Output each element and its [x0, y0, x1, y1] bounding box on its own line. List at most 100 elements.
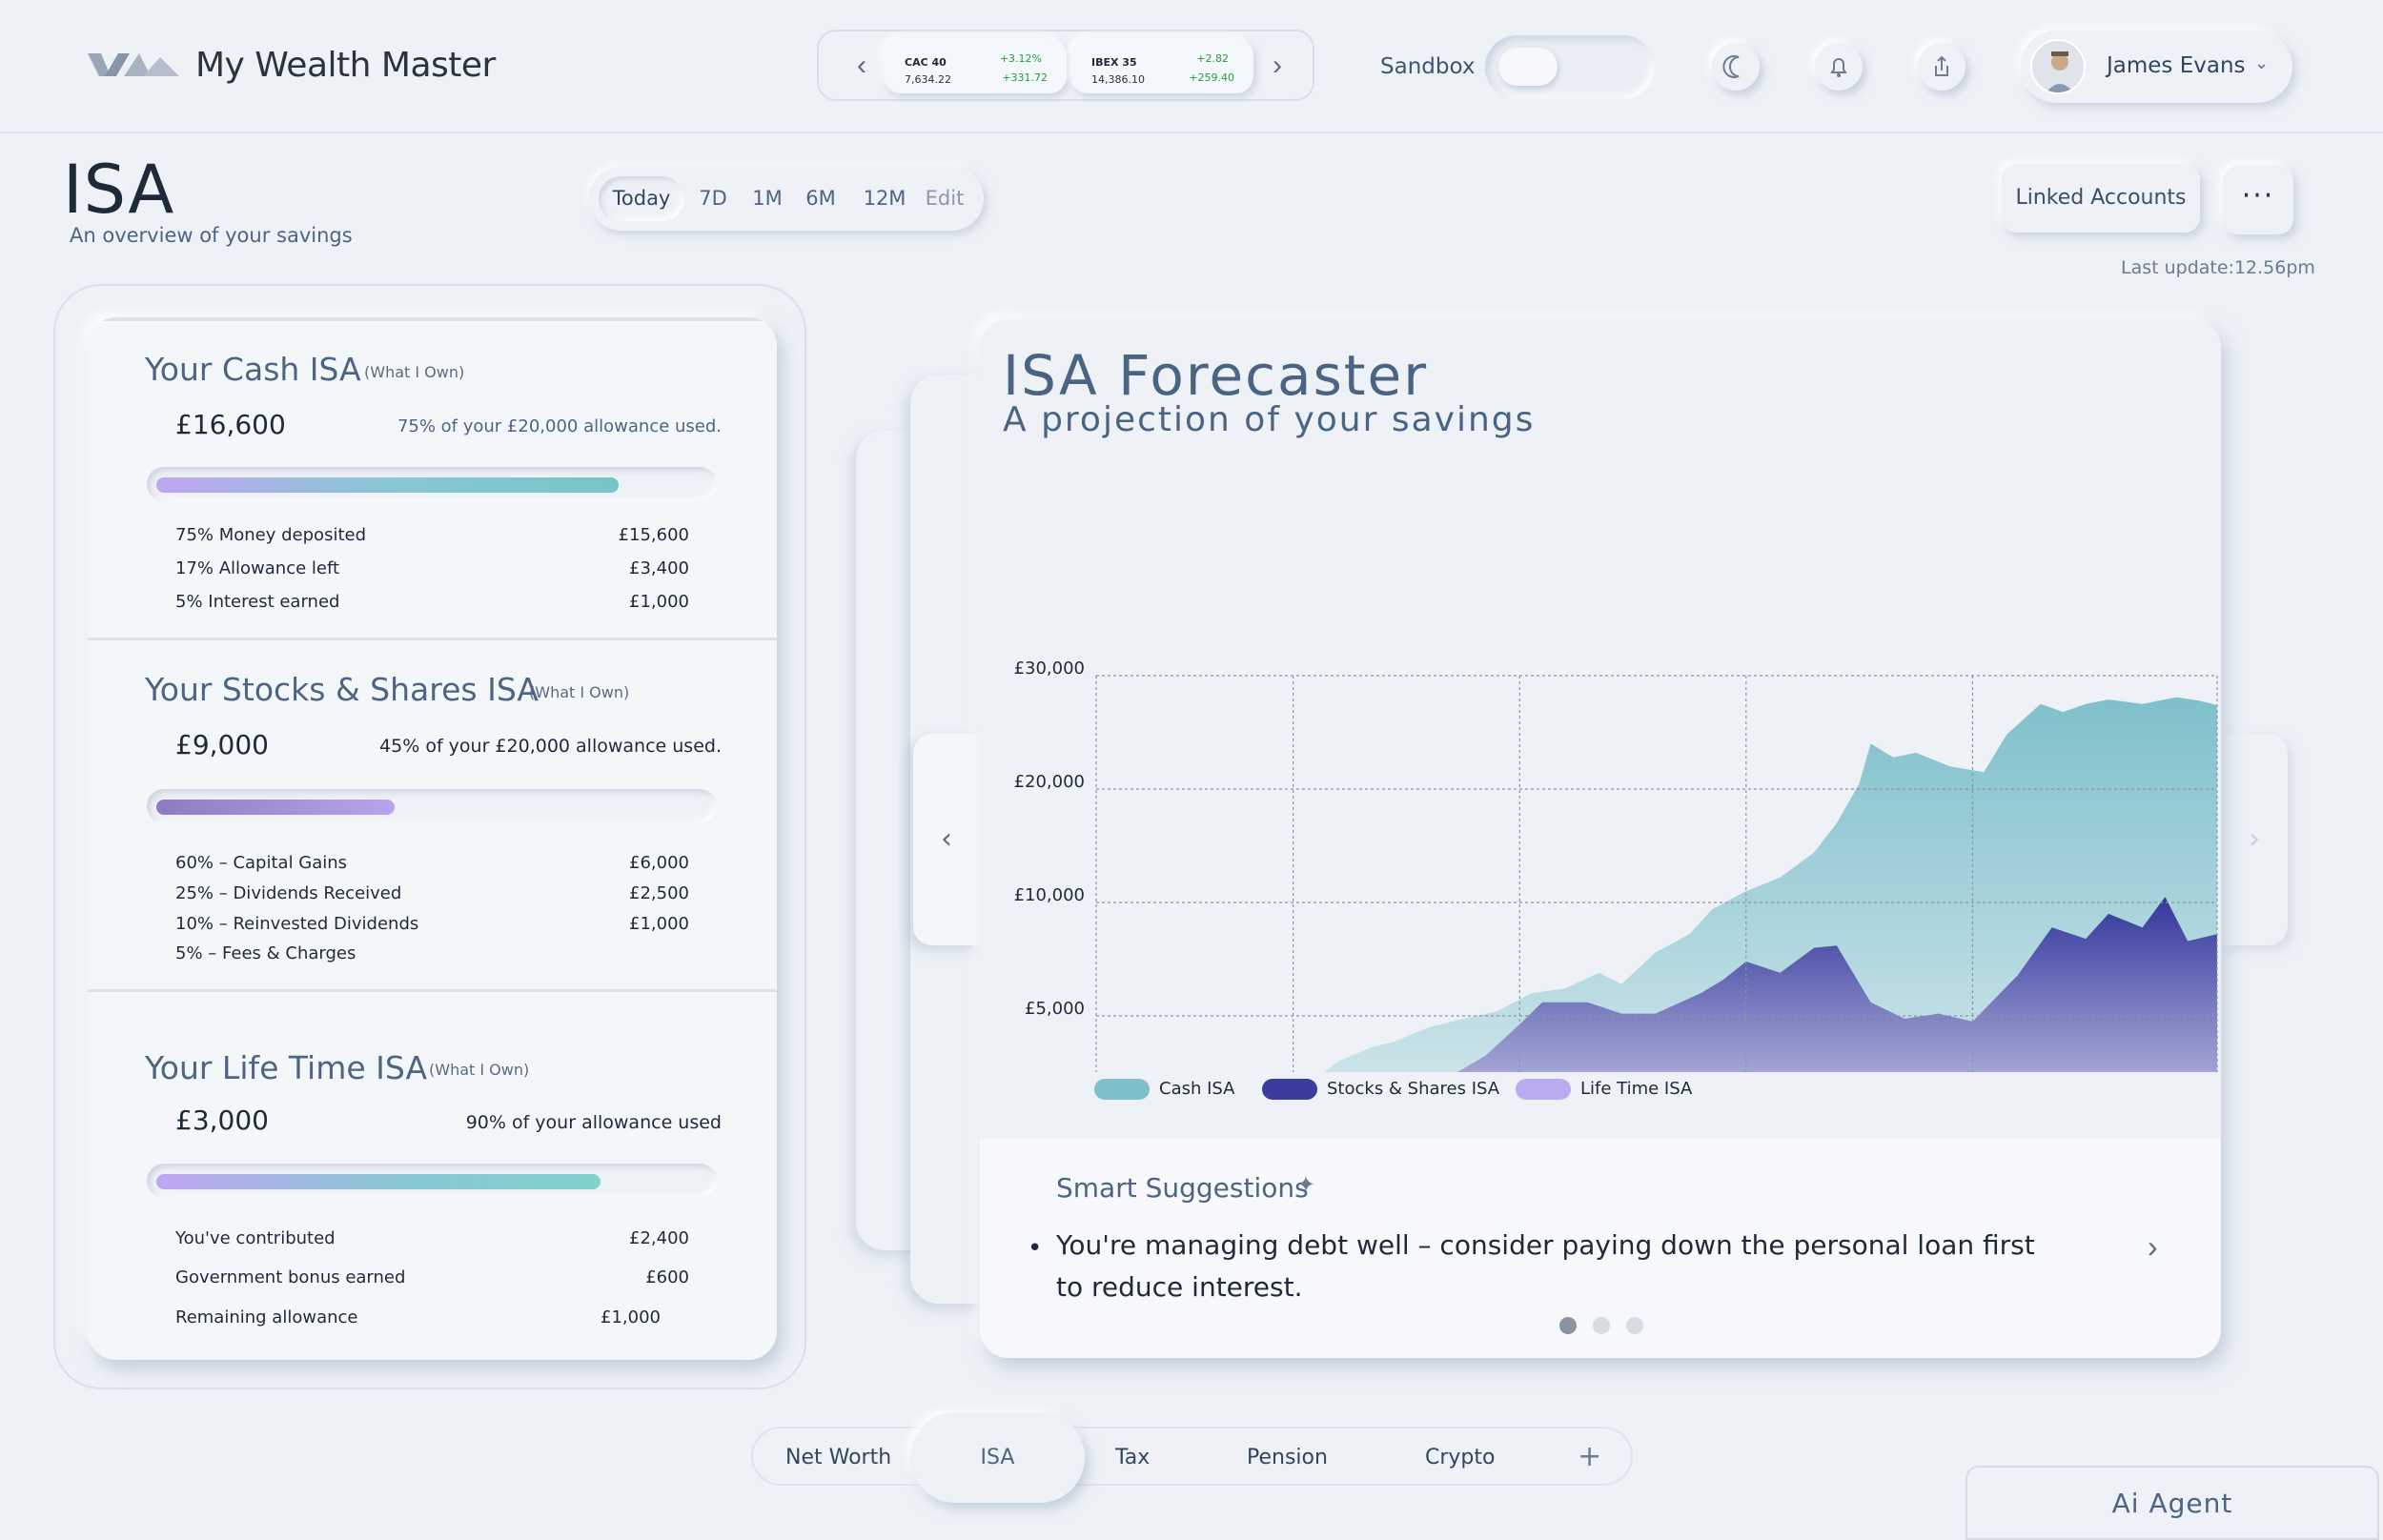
suggestions-title: Smart Suggestions	[1056, 1172, 1309, 1204]
ticker-name: IBEX 35	[1091, 56, 1137, 69]
ticker-prev-icon[interactable]: ‹	[857, 50, 866, 81]
cash-isa-amount: £16,600	[175, 409, 286, 440]
moon-icon	[1722, 55, 1740, 78]
nav-isa[interactable]: ISA	[910, 1412, 1085, 1503]
nav-net-worth[interactable]: Net Worth	[785, 1446, 892, 1469]
nav-crypto[interactable]: Crypto	[1425, 1446, 1496, 1469]
allowance-progress-bar	[147, 467, 717, 501]
allowance-note: 75% of your £20,000 allowance used.	[397, 416, 722, 436]
ticker-value: 14,386.10	[1091, 73, 1145, 86]
y-tick-label: £30,000	[1014, 659, 1085, 679]
isa-forecaster-card: ISA Forecaster A projection of your savi…	[980, 319, 2221, 1358]
ticker-name: CAC 40	[905, 56, 947, 69]
range-1m[interactable]: 1M	[752, 187, 783, 210]
breakdown-label: 10% – Reinvested Dividends	[175, 914, 419, 934]
dark-mode-button[interactable]	[1712, 43, 1760, 91]
breakdown-label: 60% – Capital Gains	[175, 853, 348, 873]
carousel-next-button[interactable]: ›	[2221, 734, 2288, 945]
progress-fill	[156, 477, 619, 493]
breakdown-label: Remaining allowance	[175, 1307, 358, 1327]
chevron-left-icon: ‹	[941, 822, 952, 856]
breakdown-value: £1,000	[629, 592, 689, 612]
divider	[88, 989, 777, 992]
nav-tax[interactable]: Tax	[1115, 1446, 1151, 1469]
breakdown-value: £6,000	[629, 853, 689, 873]
section-title: Your Life Time ISA	[145, 1049, 428, 1086]
carousel-dot[interactable]	[1626, 1317, 1643, 1334]
bell-icon	[1830, 58, 1847, 77]
logo-icon[interactable]	[88, 50, 179, 84]
breakdown-value: £1,000	[629, 914, 689, 934]
lifetime-isa-section[interactable]: Your Life Time ISA (What I Own) £3,000 9…	[88, 992, 777, 1360]
suggestion-text: You're managing debt well – consider pay…	[1056, 1229, 2035, 1303]
ticker-card[interactable]: IBEX 35 14,386.10 +2.82 +259.40	[1070, 38, 1253, 93]
carousel-prev-button[interactable]: ‹	[913, 734, 980, 945]
sandbox-toggle[interactable]	[1485, 35, 1655, 99]
progress-fill	[156, 1174, 601, 1189]
suggestion-next-icon[interactable]: ›	[2148, 1229, 2158, 1264]
breakdown-value: £3,400	[629, 558, 689, 578]
market-ticker: ‹ CAC 40 7,634.22 +3.12% +331.72 IBEX 35…	[817, 30, 1314, 101]
ticker-percent: +3.12%	[999, 52, 1042, 65]
forecast-area-chart: £1,000£5,000£10,000£20,000£30,0002021202…	[1014, 659, 2218, 1072]
share-icon	[1935, 55, 1948, 76]
share-button[interactable]	[1918, 43, 1965, 91]
stocks-isa-amount: £9,000	[175, 729, 269, 760]
linked-accounts-button[interactable]: Linked Accounts	[2002, 164, 2200, 233]
avatar	[2030, 39, 2086, 94]
ticker-card[interactable]: CAC 40 7,634.22 +3.12% +331.72	[884, 38, 1067, 93]
user-menu[interactable]: James Evans ⌄	[2021, 30, 2292, 103]
breakdown-label: Government bonus earned	[175, 1267, 406, 1287]
legend-label-lifetime: Life Time ISA	[1580, 1079, 1693, 1099]
more-options-button[interactable]: ···	[2223, 166, 2293, 234]
ai-agent-button[interactable]: Ai Agent	[1965, 1466, 2379, 1540]
ticker-percent: +2.82	[1196, 52, 1229, 65]
carousel-dot[interactable]	[1559, 1317, 1577, 1334]
bottom-navigation: Net Worth Tax Pension Crypto	[751, 1427, 1633, 1486]
range-today[interactable]: Today	[599, 176, 684, 221]
ticker-change: +259.40	[1189, 71, 1234, 84]
add-tab-icon[interactable]: +	[1578, 1440, 1602, 1473]
stocks-isa-area	[1456, 897, 2217, 1072]
page-title: ISA	[63, 151, 175, 229]
bullet-icon: •	[1028, 1234, 1043, 1263]
smart-suggestions: Smart Suggestions ✦ • You're managing de…	[980, 1139, 2221, 1358]
range-edit[interactable]: Edit	[925, 187, 965, 210]
last-update: Last update:12.56pm	[2121, 257, 2315, 278]
cash-isa-section[interactable]: Your Cash ISA (What I Own) £16,600 75% o…	[88, 317, 777, 641]
breakdown-value: £15,600	[618, 525, 689, 545]
section-tag: (What I Own)	[429, 1061, 530, 1079]
chevron-right-icon: ›	[2249, 822, 2260, 856]
y-tick-label: £20,000	[1014, 772, 1085, 792]
breakdown-label: 75% Money deposited	[175, 525, 367, 545]
breakdown-label: 5% Interest earned	[175, 592, 340, 612]
sandbox-label: Sandbox	[1380, 54, 1476, 79]
breakdown-value: £2,400	[629, 1228, 689, 1248]
breakdown-value: £2,500	[629, 883, 689, 903]
chart-title: ISA Forecaster	[1003, 343, 1429, 408]
range-7d[interactable]: 7D	[699, 187, 727, 210]
ticker-value: 7,634.22	[905, 73, 951, 86]
breakdown-value: £1,000	[601, 1307, 661, 1327]
stocks-isa-section[interactable]: Your Stocks & Shares ISA (What I Own) £9…	[88, 641, 777, 965]
app-title: My Wealth Master	[195, 46, 496, 85]
carousel-dot[interactable]	[1593, 1317, 1610, 1334]
nav-pension[interactable]: Pension	[1247, 1446, 1328, 1469]
isa-summary-card: Your Cash ISA (What I Own) £16,600 75% o…	[88, 317, 777, 1360]
breakdown-label: 25% – Dividends Received	[175, 883, 402, 903]
lifetime-isa-amount: £3,000	[175, 1104, 269, 1136]
allowance-note: 45% of your £20,000 allowance used.	[379, 736, 722, 757]
range-12m[interactable]: 12M	[863, 187, 906, 210]
section-tag: (What I Own)	[529, 683, 630, 701]
legend-swatch-lifetime	[1516, 1079, 1571, 1100]
allowance-progress-bar	[147, 789, 717, 823]
top-header: My Wealth Master ‹ CAC 40 7,634.22 +3.12…	[0, 0, 2383, 133]
chart-subtitle: A projection of your savings	[1003, 400, 1536, 439]
divider	[88, 317, 777, 321]
chevron-down-icon: ⌄	[2254, 53, 2270, 73]
ticker-change: +331.72	[1002, 71, 1048, 84]
range-6m[interactable]: 6M	[805, 187, 836, 210]
cash-isa-area	[1324, 697, 2217, 1072]
ticker-next-icon[interactable]: ›	[1273, 50, 1282, 81]
notifications-button[interactable]	[1815, 43, 1863, 91]
